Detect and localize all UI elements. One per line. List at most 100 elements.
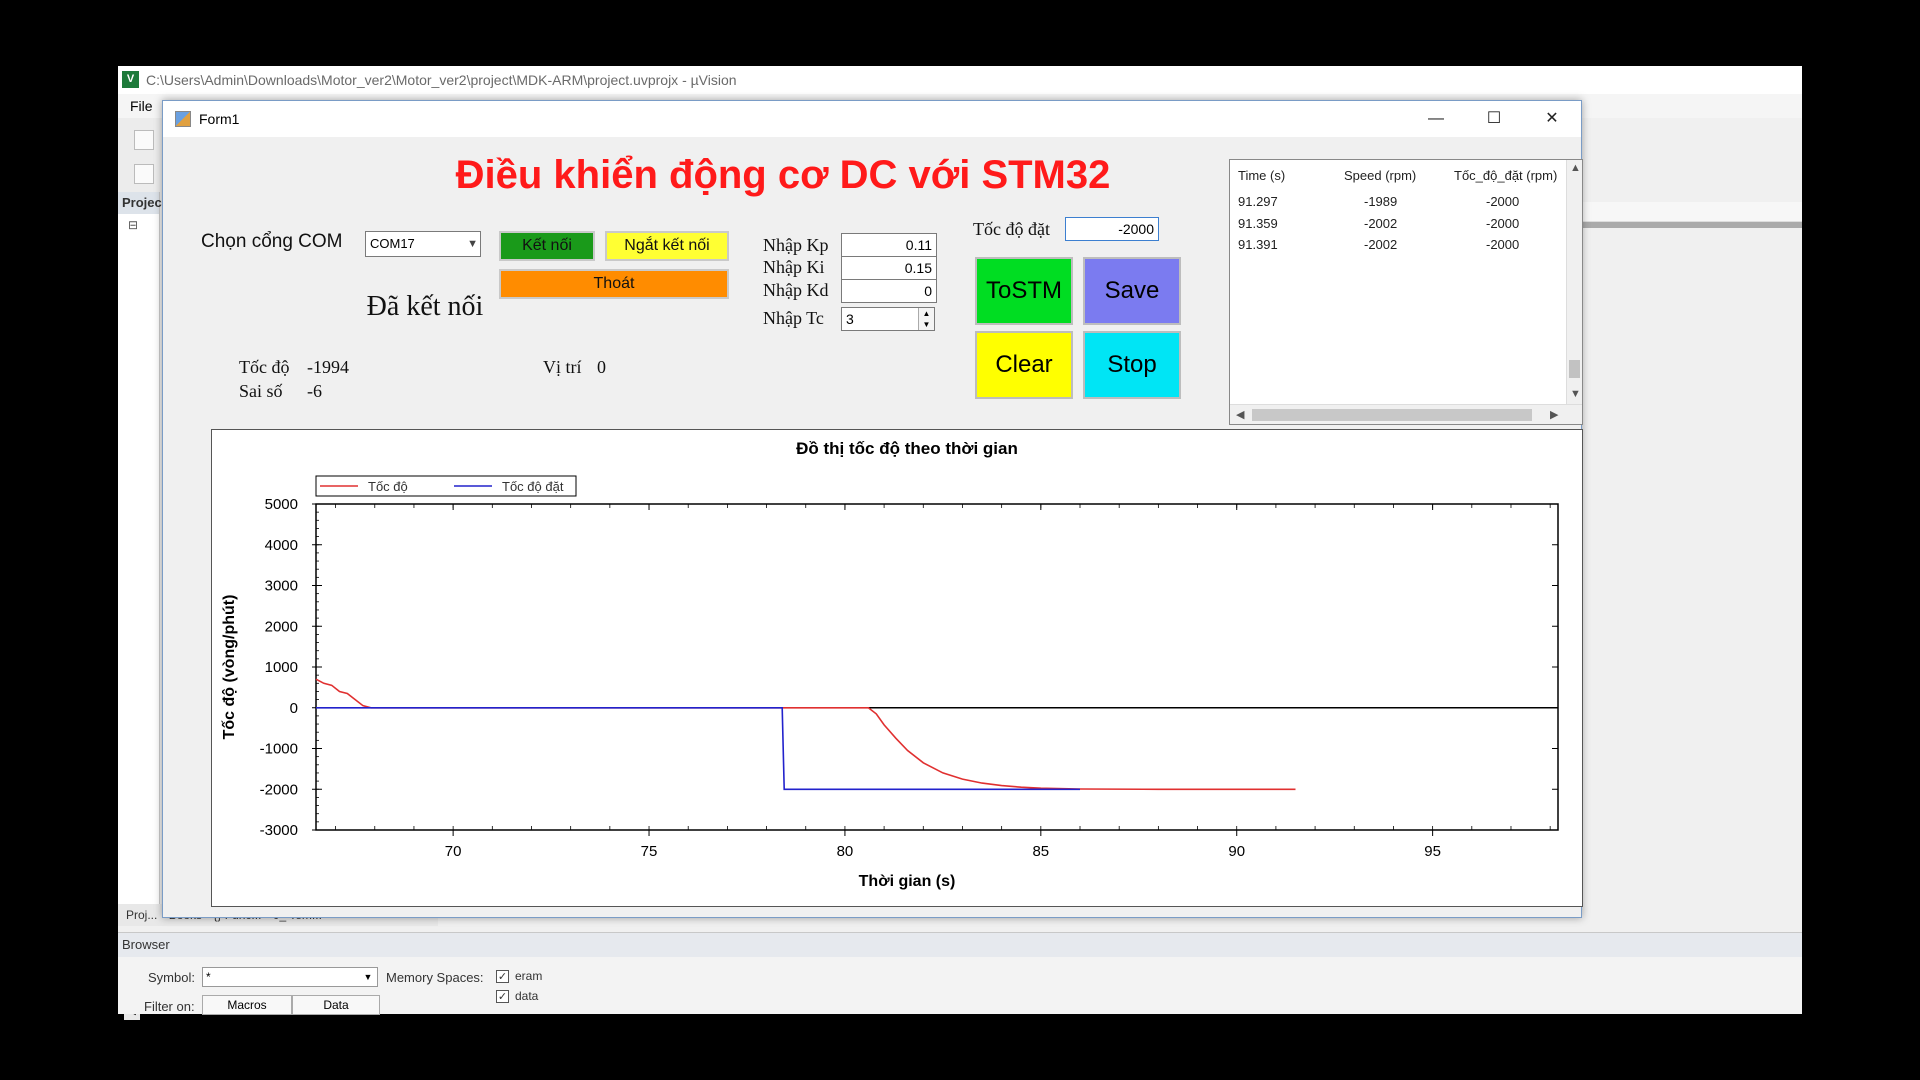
disconnect-button[interactable]: Ngắt kết nối <box>605 231 729 261</box>
uvision-titlebar: V C:\Users\Admin\Downloads\Motor_ver2\Mo… <box>118 66 1802 94</box>
vertical-scrollbar[interactable]: ▲ ▼ <box>1566 160 1582 404</box>
check-icon[interactable]: ✓ <box>496 990 509 1004</box>
position-value: 0 <box>597 357 606 377</box>
kd-input[interactable]: 0 <box>841 279 937 303</box>
scroll-thumb[interactable] <box>1569 360 1580 378</box>
chevron-down-icon[interactable]: ▼ <box>467 238 478 250</box>
y-tick-label: 0 <box>290 700 298 717</box>
y-axis-label: Tốc độ (vòng/phút) <box>221 595 238 740</box>
speed-label: Tốc độ <box>239 357 290 377</box>
grid-cell: 91.297 <box>1238 194 1278 209</box>
new-file-icon[interactable] <box>134 130 154 150</box>
form1-titlebar: Form1 — ☐ ✕ <box>163 101 1581 137</box>
speed-value: -1994 <box>307 357 349 377</box>
scroll-thumb[interactable] <box>1252 409 1532 421</box>
filter-label: Filter on: <box>144 999 195 1014</box>
y-tick-label: 2000 <box>265 618 298 635</box>
uvision-toolbar <box>118 118 168 206</box>
x-tick-label: 70 <box>445 843 462 860</box>
com-port-label: Chọn cổng COM <box>201 231 343 252</box>
check-icon[interactable]: ✓ <box>496 970 509 984</box>
grid-cell: -2000 <box>1486 194 1520 209</box>
y-tick-label: 1000 <box>265 659 298 676</box>
com-port-select[interactable]: COM17 ▼ <box>365 231 481 257</box>
y-tick-label: 5000 <box>265 496 298 513</box>
uvision-title: C:\Users\Admin\Downloads\Motor_ver2\Moto… <box>146 72 737 88</box>
stop-button[interactable]: Stop <box>1083 331 1181 399</box>
x-tick-label: 90 <box>1228 843 1245 860</box>
scroll-up-icon[interactable]: ▲ <box>1570 162 1581 174</box>
page-title: Điều khiển động cơ DC với STM32 <box>455 153 1111 197</box>
connect-button[interactable]: Kết nối <box>499 231 595 261</box>
kd-label: Nhập Kd <box>763 280 829 300</box>
grid-cell: -2002 <box>1364 216 1398 231</box>
menu-file[interactable]: File <box>130 98 153 114</box>
exit-button[interactable]: Thoát <box>499 269 729 299</box>
tostm-button[interactable]: ToSTM <box>975 257 1073 325</box>
y-tick-label: 4000 <box>265 537 298 554</box>
setpoint-input[interactable]: -2000 <box>1065 217 1159 241</box>
app-icon <box>175 111 191 127</box>
chevron-down-icon[interactable]: ▼ <box>363 972 373 982</box>
x-tick-label: 95 <box>1424 843 1441 860</box>
checkbox-eram[interactable]: ✓ eram <box>496 969 543 984</box>
uvision-editor-tabbar <box>1582 202 1802 222</box>
data-grid[interactable]: Time (s) Speed (rpm) Tốc_độ_đặt (rpm) 91… <box>1229 159 1583 425</box>
error-label: Sai số <box>239 381 283 401</box>
y-tick-label: 3000 <box>265 578 298 595</box>
grid-cell: -2000 <box>1486 216 1520 231</box>
ki-input[interactable]: 0.15 <box>841 256 937 280</box>
x-tick-label: 75 <box>641 843 658 860</box>
build-icon[interactable] <box>134 164 154 184</box>
y-tick-label: -3000 <box>260 822 298 839</box>
horizontal-scrollbar[interactable]: ◀ ▶ <box>1230 404 1582 424</box>
spin-arrows-icon[interactable]: ▲ ▼ <box>918 308 934 330</box>
grid-cell: -2002 <box>1364 237 1398 252</box>
project-panel-header: Projec <box>118 192 162 214</box>
save-button[interactable]: Save <box>1083 257 1181 325</box>
y-tick-label: -1000 <box>260 741 298 758</box>
grid-header-speed[interactable]: Speed (rpm) <box>1344 168 1417 183</box>
grid-header-setpoint[interactable]: Tốc_độ_đặt (rpm) <box>1454 168 1558 183</box>
error-value: -6 <box>307 381 322 401</box>
legend-label: Tốc độ <box>368 479 408 494</box>
clear-button[interactable]: Clear <box>975 331 1073 399</box>
ki-label: Nhập Ki <box>763 257 825 277</box>
grid-cell: 91.359 <box>1238 216 1278 231</box>
filter-macros-tab[interactable]: Macros <box>202 995 292 1015</box>
y-tick-label: -2000 <box>260 781 298 798</box>
tc-label: Nhập Tc <box>763 308 824 328</box>
connection-status: Đã kết nối <box>366 291 484 322</box>
form1-title: Form1 <box>199 111 240 127</box>
minimize-icon[interactable]: — <box>1428 110 1444 127</box>
kp-input[interactable]: 0.11 <box>841 233 937 257</box>
speed-chart: 5000 4000 3000 2000 1000 0 -1000 -2000 -3000 70 75… <box>211 429 1583 907</box>
kp-label: Nhập Kp <box>763 235 829 255</box>
plot-area <box>315 503 1559 831</box>
symbol-label: Symbol: <box>148 970 195 985</box>
tc-value: 3 <box>846 311 854 327</box>
uvision-editor-divider <box>1582 222 1802 228</box>
tc-stepper[interactable]: 3 ▲ ▼ <box>841 307 935 331</box>
grid-header-time[interactable]: Time (s) <box>1238 168 1286 183</box>
tab-project[interactable]: Proj... <box>126 908 158 922</box>
browser-panel: Browser Symbol: * ▼ Memory Spaces: ✓ eram… <box>118 932 1802 1015</box>
project-tree[interactable]: ⊟ <box>128 218 139 232</box>
maximize-icon[interactable]: ☐ <box>1486 110 1502 127</box>
browser-header: Browser <box>118 933 1802 957</box>
chart-canvas: 5000 4000 3000 2000 1000 0 -1000 -2000 -3000 70 75… <box>221 439 1559 890</box>
scroll-down-icon[interactable]: ▼ <box>1570 388 1581 400</box>
grid-cell: -1989 <box>1364 194 1398 209</box>
grid-cell: 91.391 <box>1238 237 1278 252</box>
checkbox-data[interactable]: ✓ data <box>496 989 539 1004</box>
scroll-right-icon[interactable]: ▶ <box>1550 409 1559 421</box>
close-icon[interactable]: ✕ <box>1545 110 1559 127</box>
scroll-left-icon[interactable]: ◀ <box>1236 409 1245 421</box>
chart-title: Đồ thị tốc độ theo thời gian <box>796 439 1018 458</box>
filter-data-tab[interactable]: Data <box>292 995 380 1015</box>
symbol-input[interactable]: * ▼ <box>202 967 378 987</box>
memory-spaces-label: Memory Spaces: <box>386 970 484 985</box>
form1-window: Form1 — ☐ ✕ Điều khiển động cơ DC với ST… <box>162 100 1583 918</box>
series-line-speed <box>315 678 1296 791</box>
grid-cell: -2000 <box>1486 237 1520 252</box>
